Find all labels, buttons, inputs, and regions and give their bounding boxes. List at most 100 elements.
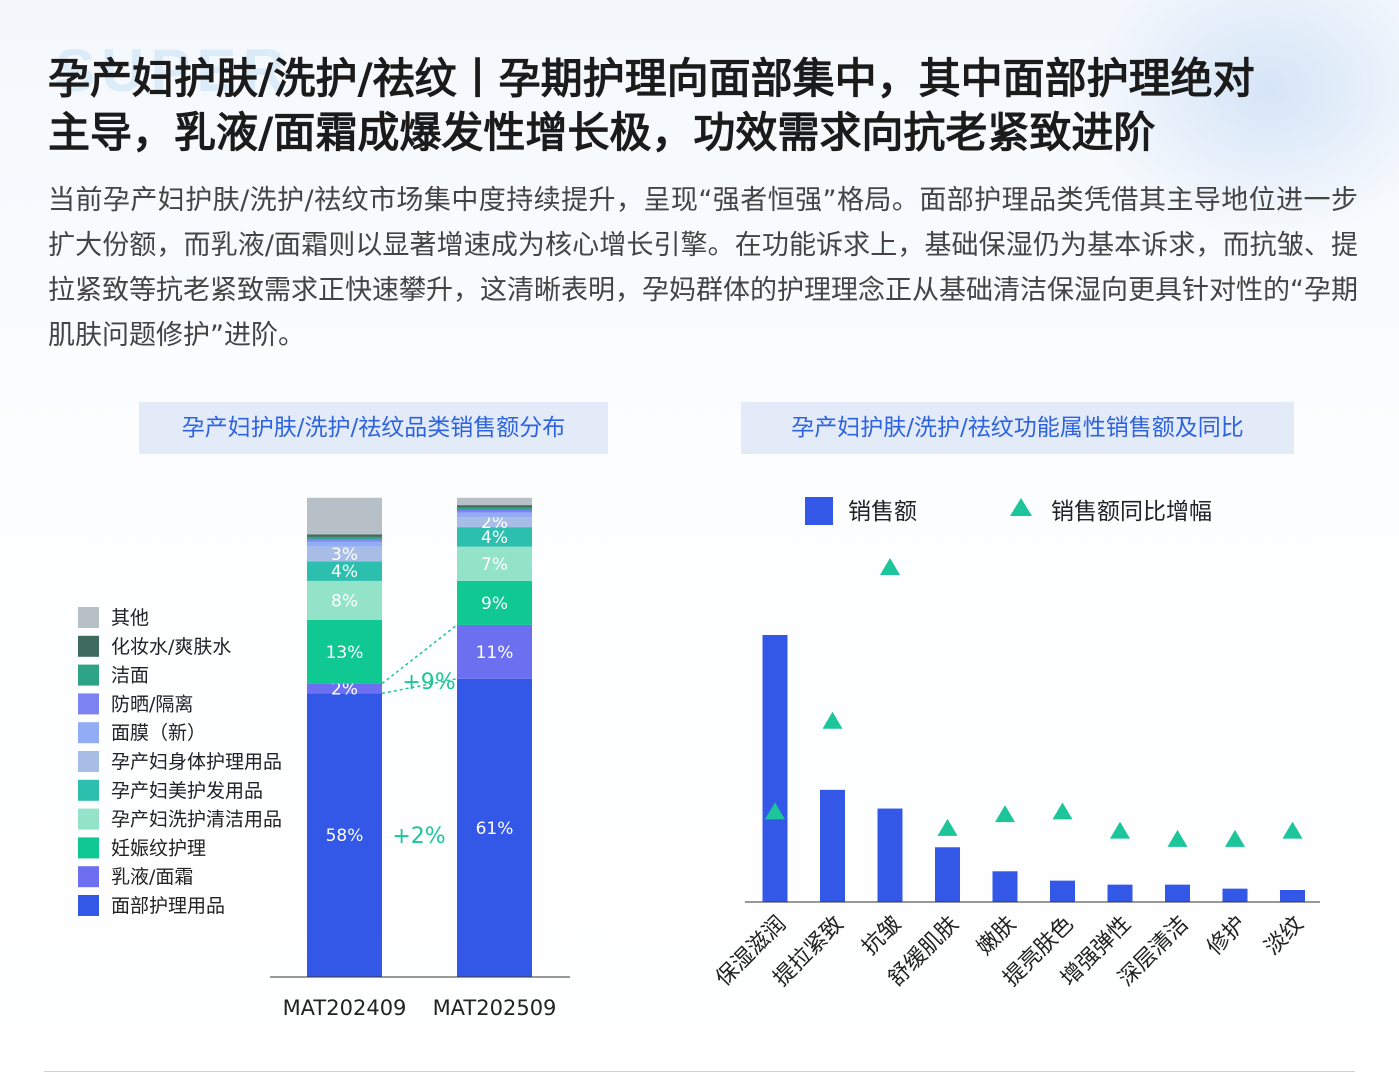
stacked-bar-segment bbox=[457, 507, 532, 511]
growth-annotation: +2% bbox=[392, 824, 445, 849]
segment-label: 9% bbox=[481, 594, 508, 614]
watermark: SUPER bbox=[55, 37, 292, 104]
growth-marker bbox=[1282, 821, 1303, 839]
legend-swatch bbox=[805, 497, 833, 525]
footer-divider bbox=[44, 1071, 1355, 1072]
growth-marker bbox=[822, 711, 843, 729]
stacked-bar-segment bbox=[457, 527, 532, 547]
legend-label: 防晒/隔离 bbox=[111, 693, 193, 715]
segment-label: 2% bbox=[331, 679, 358, 699]
growth-marker bbox=[1225, 829, 1245, 847]
sales-bar bbox=[1222, 888, 1248, 902]
sales-bar bbox=[762, 635, 788, 902]
legend-label: 其他 bbox=[111, 607, 149, 629]
stacked-bar-segment bbox=[457, 517, 532, 528]
legend-label: 孕产妇洗护清洁用品 bbox=[111, 809, 282, 831]
sales-bar bbox=[1050, 880, 1075, 902]
legend-swatch bbox=[78, 664, 99, 686]
stacked-bar-segment bbox=[457, 512, 532, 518]
stacked-bar-segment bbox=[307, 497, 382, 535]
x-tick-label: 修护 bbox=[1202, 912, 1251, 961]
legend-label: 销售额 bbox=[848, 499, 917, 525]
growth-marker bbox=[1110, 821, 1130, 839]
x-tick-label: 抗皱 bbox=[857, 912, 906, 961]
sales-bar bbox=[935, 847, 960, 902]
stacked-bar-segment bbox=[307, 561, 382, 581]
legend-label: 洁面 bbox=[111, 665, 149, 687]
stacked-bar-segment bbox=[307, 693, 382, 977]
legend-swatch bbox=[78, 808, 99, 830]
sales-bar bbox=[1165, 884, 1190, 902]
segment-label: 13% bbox=[326, 643, 364, 663]
growth-annotation: +9% bbox=[402, 670, 455, 695]
sales-bar bbox=[877, 808, 903, 902]
segment-label: 11% bbox=[476, 643, 514, 663]
segment-label: 3% bbox=[331, 545, 358, 565]
legend-swatch bbox=[78, 751, 99, 772]
legend-label: 孕产妇身体护理用品 bbox=[111, 751, 282, 773]
segment-label: 4% bbox=[481, 528, 508, 548]
growth-marker bbox=[1052, 802, 1073, 820]
left-chart-title: 孕产妇护肤/洗护/祛纹品类销售额分布 bbox=[139, 402, 608, 454]
title-line-1: 孕产妇护肤/洗护/祛纹丨孕期护理向面部集中，其中面部护理绝对 bbox=[48, 54, 1255, 103]
growth-connector-top bbox=[381, 624, 458, 685]
stacked-bar-segment bbox=[457, 510, 532, 513]
category-share-chart: 58%2%13%8%4%3%MAT20240961%11%9%7%4%2%MAT… bbox=[78, 497, 570, 1020]
stacked-bar-segment bbox=[457, 580, 532, 625]
sales-bar bbox=[1107, 884, 1133, 902]
legend-swatch bbox=[78, 895, 99, 916]
segment-label: 7% bbox=[481, 555, 508, 575]
growth-marker bbox=[1167, 829, 1188, 847]
segment-label: 8% bbox=[331, 591, 358, 611]
stacked-bar-segment bbox=[307, 541, 382, 547]
legend-swatch bbox=[78, 866, 99, 888]
legend-label: 销售额同比增幅 bbox=[1051, 499, 1212, 525]
segment-label: 4% bbox=[331, 562, 358, 582]
legend-label: 化妆水/爽肤水 bbox=[111, 636, 231, 658]
legend-label: 面部护理用品 bbox=[111, 895, 225, 917]
legend-triangle-icon bbox=[1010, 498, 1032, 516]
growth-marker bbox=[995, 805, 1015, 823]
growth-marker bbox=[937, 818, 958, 836]
summary-paragraph: 当前孕产妇护肤/洗护/祛纹市场集中度持续提升，呈现“强者恒强”格局。面部护理品类… bbox=[48, 185, 1358, 351]
right-chart-title: 孕产妇护肤/洗护/祛纹功能属性销售额及同比 bbox=[741, 402, 1294, 454]
legend-label: 妊娠纹护理 bbox=[111, 837, 206, 859]
stacked-bar-segment bbox=[307, 539, 382, 542]
growth-connector-bottom bbox=[381, 677, 458, 695]
legend-label: 乳液/面霜 bbox=[111, 866, 193, 888]
legend-swatch bbox=[78, 635, 99, 657]
title-line-2: 主导，乳液/面霜成爆发性增长极，功效需求向抗老紧致进阶 bbox=[48, 108, 1156, 157]
background-glow bbox=[1079, 0, 1399, 240]
stacked-bar-segment bbox=[307, 534, 382, 537]
stacked-bar-segment bbox=[307, 620, 382, 684]
sales-bar bbox=[992, 871, 1018, 902]
sales-bar bbox=[1280, 889, 1305, 902]
stacked-bar-segment bbox=[457, 505, 532, 508]
legend-swatch bbox=[78, 722, 99, 744]
growth-marker bbox=[880, 558, 900, 575]
legend-label: 面膜（新） bbox=[111, 722, 206, 744]
stacked-bar-segment bbox=[307, 580, 382, 621]
stacked-bar-segment bbox=[457, 546, 532, 581]
stacked-bar-segment bbox=[307, 546, 382, 562]
stacked-bar-segment bbox=[457, 678, 532, 977]
legend-label: 孕产妇美护发用品 bbox=[111, 780, 263, 802]
growth-marker bbox=[765, 802, 785, 820]
stacked-bar-segment bbox=[307, 536, 382, 540]
segment-label: 2% bbox=[481, 513, 508, 533]
legend-swatch bbox=[78, 837, 99, 859]
x-tick-label: 嫩肤 bbox=[972, 912, 1021, 961]
x-tick-label: MAT202409 bbox=[283, 996, 407, 1020]
stacked-bar-segment bbox=[457, 497, 532, 506]
x-tick-label: 淡纹 bbox=[1260, 912, 1309, 961]
x-tick-label: MAT202509 bbox=[433, 996, 557, 1020]
sales-bar bbox=[820, 789, 845, 902]
legend-swatch bbox=[78, 693, 99, 715]
legend-swatch bbox=[78, 779, 99, 801]
segment-label: 61% bbox=[476, 819, 514, 839]
stacked-bar-segment bbox=[307, 683, 382, 694]
segment-label: 58% bbox=[326, 826, 364, 846]
stacked-bar-segment bbox=[457, 624, 532, 679]
page-title: 孕产妇护肤/洗护/祛纹丨孕期护理向面部集中，其中面部护理绝对 主导，乳液/面霜成… bbox=[48, 52, 1368, 160]
